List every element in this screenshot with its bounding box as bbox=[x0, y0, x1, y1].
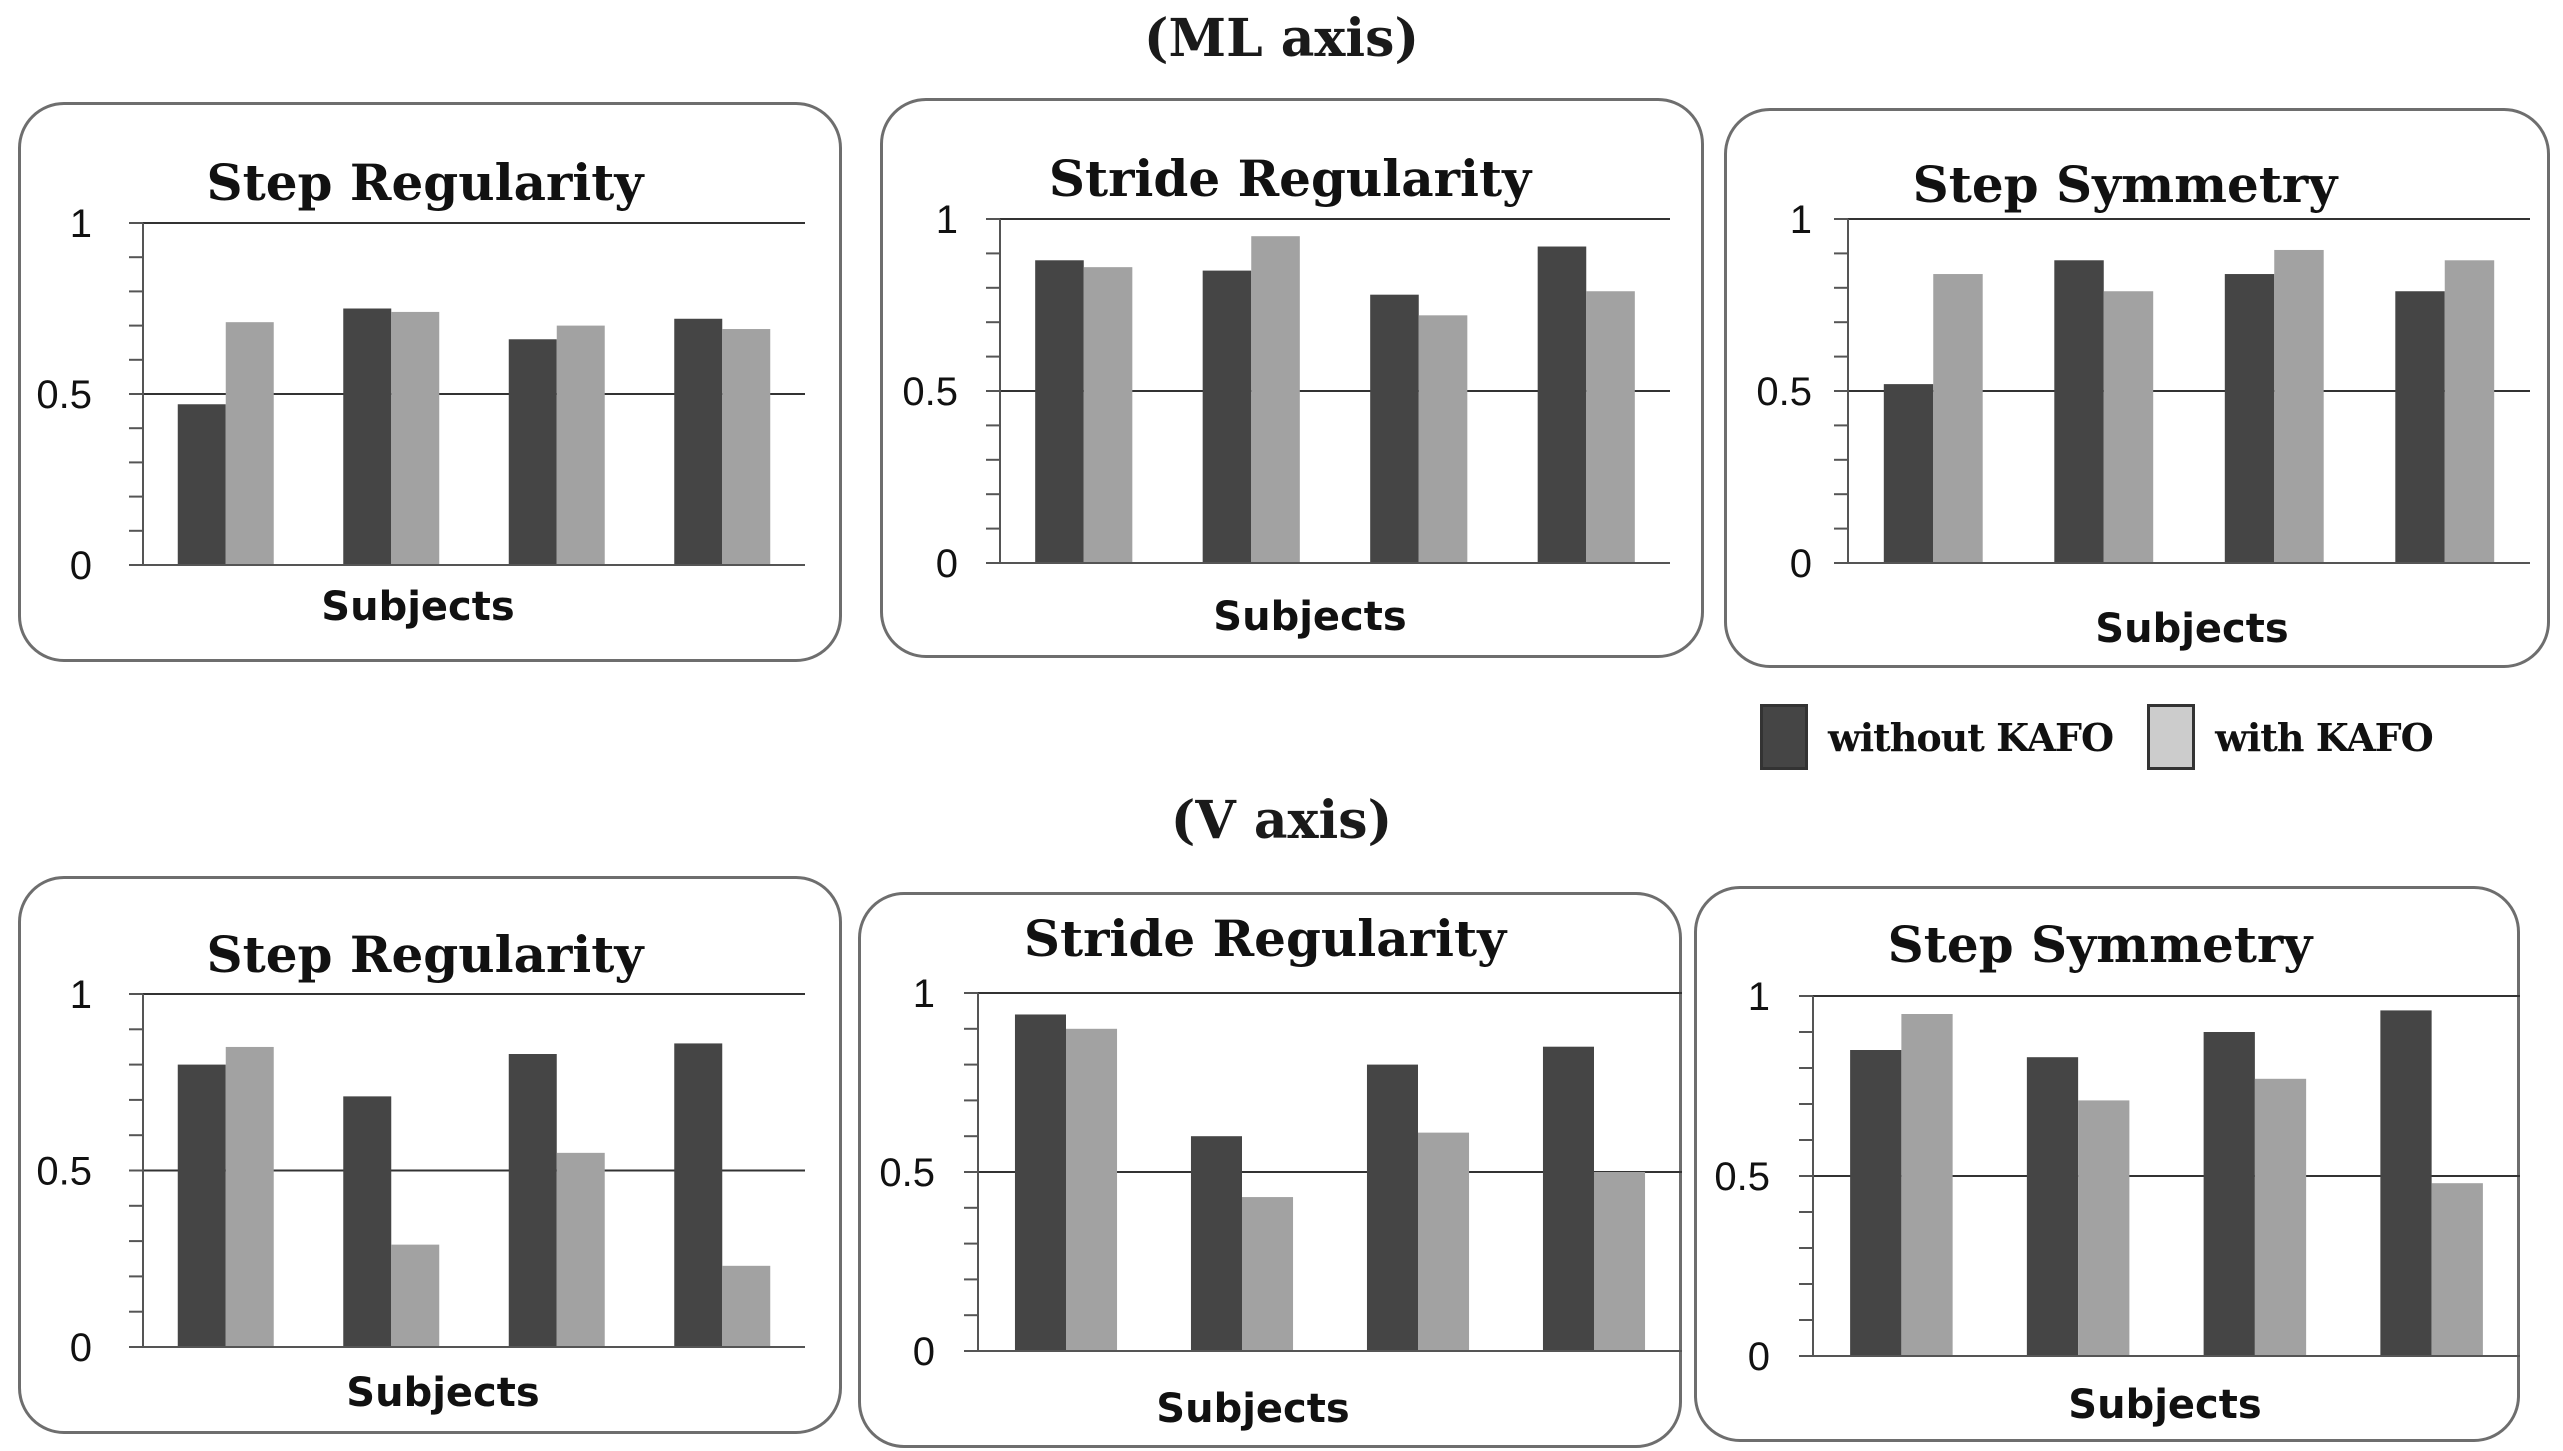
legend: without KAFO with KAFO bbox=[1760, 700, 2467, 774]
chart-5-tick-label: 1 bbox=[913, 972, 935, 1016]
chart-5-bar-without-2 bbox=[1190, 1136, 1242, 1351]
chart-2-bar-with-4 bbox=[1586, 291, 1635, 563]
chart-5-bar-with-4 bbox=[1594, 1172, 1646, 1351]
chart-1-tick-label: 1 bbox=[70, 202, 92, 246]
legend-label-without-kafo: without KAFO bbox=[1828, 714, 2114, 760]
chart-5-bar-with-3 bbox=[1418, 1132, 1470, 1351]
chart-6-bar-without-1 bbox=[1850, 1050, 1902, 1356]
chart-1-bar-with-4 bbox=[722, 329, 771, 565]
chart-3-tick-label: 0.5 bbox=[1756, 370, 1812, 414]
chart-1-bar-without-4 bbox=[674, 318, 723, 565]
chart-1-bar-without-2 bbox=[343, 308, 392, 565]
chart-5-bar-without-1 bbox=[1014, 1014, 1066, 1351]
chart-3-bar-without-3 bbox=[2224, 274, 2275, 563]
chart-6-tick-label: 1 bbox=[1748, 975, 1770, 1019]
legend-swatch-with-kafo bbox=[2147, 704, 2196, 770]
chart-1-bar-without-1 bbox=[177, 404, 226, 565]
chart-2-bar-with-3 bbox=[1418, 315, 1468, 563]
chart-6-bar-with-1 bbox=[1901, 1014, 1953, 1356]
legend-item-with-kafo: with KAFO bbox=[2147, 704, 2434, 770]
chart-4-title: Step Regularity bbox=[207, 925, 646, 984]
chart-4-bar-without-1 bbox=[177, 1064, 226, 1347]
chart-6-title: Step Symmetry bbox=[1888, 915, 2315, 974]
chart-3-tick-label: 0 bbox=[1790, 542, 1812, 586]
chart-4-bar-with-2 bbox=[391, 1244, 440, 1347]
chart-5-tick-label: 0.5 bbox=[879, 1151, 935, 1195]
chart-1-bar-with-2 bbox=[391, 311, 440, 565]
chart-6-bar-without-4 bbox=[2380, 1010, 2432, 1356]
chart-2-xlabel: Subjects bbox=[1213, 594, 1406, 640]
chart-1-title: Step Regularity bbox=[207, 153, 646, 212]
chart-1-xlabel: Subjects bbox=[321, 584, 514, 630]
chart-5-bar-with-1 bbox=[1066, 1028, 1118, 1351]
chart-1-tick-label: 0.5 bbox=[36, 373, 92, 417]
chart-4-xlabel: Subjects bbox=[346, 1370, 539, 1416]
chart-2-tick-label: 0 bbox=[936, 542, 958, 586]
chart-1-bar-with-1 bbox=[225, 322, 274, 565]
chart-6-bar-with-3 bbox=[2254, 1078, 2307, 1356]
chart-5-title: Stride Regularity bbox=[1024, 909, 1508, 968]
chart-3-xlabel: Subjects bbox=[2095, 606, 2288, 652]
chart-4-bar-without-2 bbox=[343, 1096, 392, 1347]
chart-4-tick-label: 0.5 bbox=[36, 1150, 92, 1194]
chart-5-bar-with-2 bbox=[1242, 1197, 1294, 1351]
ml-axis-title: (ML axis) bbox=[1143, 8, 1420, 69]
chart-6-tick-label: 0 bbox=[1748, 1335, 1770, 1379]
chart-3-bar-without-1 bbox=[1883, 384, 1934, 563]
chart-6-xlabel: Subjects bbox=[2068, 1382, 2261, 1428]
chart-6-tick-label: 0.5 bbox=[1714, 1155, 1770, 1199]
chart-2-bar-without-1 bbox=[1035, 260, 1084, 563]
chart-2-bar-without-2 bbox=[1202, 270, 1252, 563]
chart-3-bar-without-2 bbox=[2054, 260, 2104, 563]
chart-6-bar-with-4 bbox=[2431, 1183, 2483, 1356]
chart-3-tick-label: 1 bbox=[1790, 198, 1812, 242]
chart-3-bar-with-4 bbox=[2444, 260, 2495, 563]
chart-3-bar-with-3 bbox=[2274, 249, 2324, 563]
chart-1-bar-with-3 bbox=[556, 325, 605, 565]
v-axis-title: (V axis) bbox=[1170, 790, 1393, 851]
chart-2-bar-with-2 bbox=[1251, 236, 1300, 563]
chart-4-bar-with-4 bbox=[722, 1265, 771, 1347]
chart-6-bar-with-2 bbox=[2078, 1100, 2130, 1356]
chart-2-title: Stride Regularity bbox=[1049, 149, 1533, 208]
chart-3-bar-with-2 bbox=[2103, 291, 2154, 563]
chart-1-bar-without-3 bbox=[508, 339, 557, 565]
chart-1-tick-label: 0 bbox=[70, 544, 92, 588]
chart-5-bar-without-4 bbox=[1542, 1046, 1594, 1351]
chart-5-xlabel: Subjects bbox=[1156, 1386, 1349, 1432]
chart-3-bar-without-4 bbox=[2395, 291, 2445, 563]
chart-6-bar-without-3 bbox=[2203, 1032, 2255, 1356]
chart-4-bar-with-1 bbox=[225, 1046, 274, 1347]
legend-item-without-kafo: without KAFO bbox=[1760, 704, 2114, 770]
chart-3-title: Step Symmetry bbox=[1913, 155, 2340, 214]
chart-4-bar-without-4 bbox=[674, 1043, 723, 1347]
chart-3-bar-with-1 bbox=[1933, 274, 1983, 563]
chart-2-bar-with-1 bbox=[1083, 267, 1133, 563]
chart-4-tick-label: 0 bbox=[70, 1326, 92, 1370]
chart-6-bar-without-2 bbox=[2026, 1057, 2079, 1356]
chart-2-tick-label: 0.5 bbox=[902, 370, 958, 414]
chart-2-bar-without-4 bbox=[1537, 246, 1587, 563]
chart-4-bar-with-3 bbox=[556, 1152, 605, 1347]
chart-2-tick-label: 1 bbox=[936, 198, 958, 242]
chart-4-bar-without-3 bbox=[508, 1054, 557, 1347]
chart-2-bar-without-3 bbox=[1370, 294, 1419, 563]
chart-5-bar-without-3 bbox=[1366, 1064, 1418, 1351]
legend-label-with-kafo: with KAFO bbox=[2215, 714, 2434, 760]
chart-4-tick-label: 1 bbox=[70, 973, 92, 1017]
chart-5-tick-label: 0 bbox=[913, 1330, 935, 1374]
legend-swatch-without-kafo bbox=[1760, 704, 1808, 770]
